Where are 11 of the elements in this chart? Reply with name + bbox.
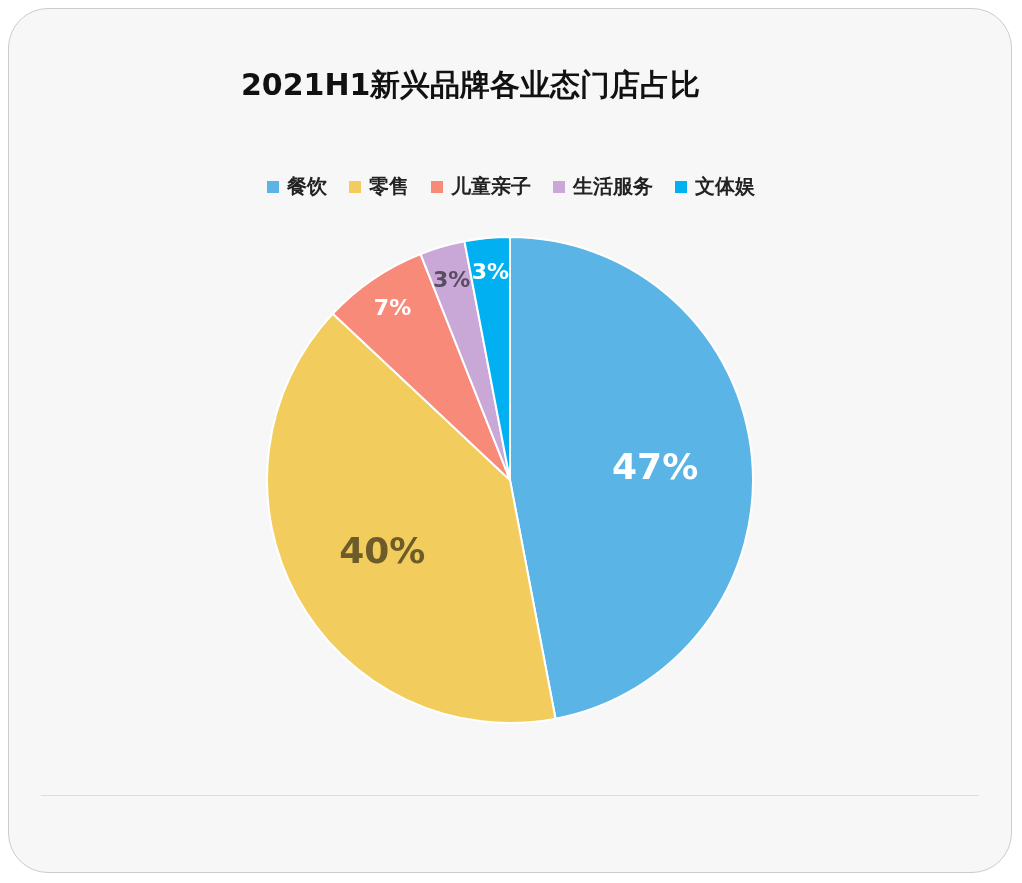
- data-label: 3%: [433, 266, 471, 292]
- legend-label: 零售: [368, 173, 409, 200]
- legend-label: 生活服务: [571, 173, 653, 200]
- legend-label: 儿童亲子: [450, 173, 531, 200]
- data-label: 47%: [612, 445, 699, 487]
- data-label: 40%: [339, 529, 426, 571]
- legend-label: 餐饮: [286, 173, 327, 200]
- data-label: 3%: [471, 259, 510, 285]
- data-label: 7%: [373, 294, 412, 320]
- legend-label: 文体娱: [694, 173, 755, 200]
- chart-title: 2021H1新兴品牌各业态门店占比: [241, 66, 701, 104]
